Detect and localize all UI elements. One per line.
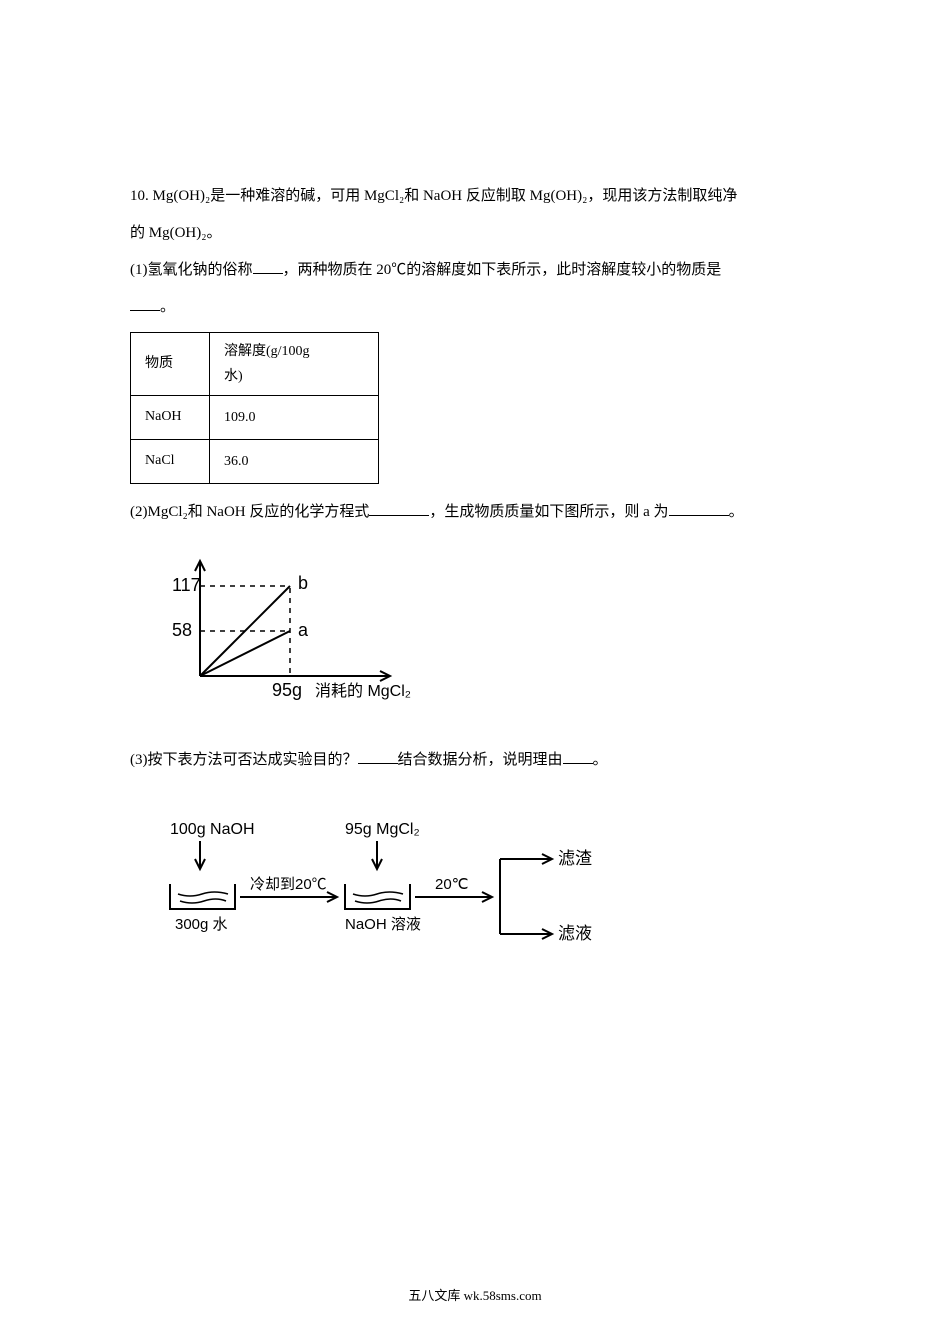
line-a — [200, 631, 290, 676]
point-b-label: b — [298, 573, 308, 593]
y-tick-117: 117 — [172, 575, 201, 595]
blank-3a — [358, 748, 398, 764]
page-footer: 五八文库 wk.58sms.com — [0, 1285, 950, 1304]
blank-2a — [369, 500, 429, 516]
blank-2b — [669, 500, 729, 516]
blank-1b — [130, 295, 160, 311]
cell-val-0: 109.0 — [210, 396, 379, 440]
part2-after: 。 — [729, 504, 744, 520]
part1-middle: ，两种物质在 20℃的溶解度如下表所示，此时溶解度较小的物质是 — [283, 262, 722, 278]
cell-val-1: 36.0 — [210, 440, 379, 484]
middle-label: NaOH 溶液 — [345, 916, 421, 933]
cell-name-0: NaOH — [131, 396, 210, 440]
q10-stem-line1: 10. Mg(OH)₂是一种难溶的碱，可用 MgCl₂和 NaOH 反应制取 M… — [130, 180, 820, 213]
table-header-row: 物质 溶解度(g/100g 水) — [131, 333, 379, 396]
x-axis-label: 消耗的 MgCl₂ — [315, 682, 411, 700]
q10-stem-line2: 的 Mg(OH)₂。 — [130, 217, 820, 250]
q10-part2: (2)MgCl₂和 NaOH 反应的化学方程式 ，生成物质质量如下图所示，则 a … — [130, 496, 820, 529]
th-sol-l2: 水) — [224, 369, 243, 384]
point-a-label: a — [298, 620, 309, 640]
cell-name-1: NaCl — [131, 440, 210, 484]
table-row: NaCl 36.0 — [131, 440, 379, 484]
part3-after: 。 — [593, 752, 608, 768]
beaker-left — [170, 884, 235, 909]
water-label: 300g 水 — [175, 916, 228, 933]
arrow1-label: 冷却到20℃ — [250, 876, 327, 893]
part1-before: (1)氢氧化钠的俗称 — [130, 262, 253, 278]
out-bottom-label: 滤液 — [558, 924, 592, 943]
page-content: 10. Mg(OH)₂是一种难溶的碱，可用 MgCl₂和 NaOH 反应制取 M… — [0, 0, 950, 972]
x-tick-label: 95g — [272, 680, 302, 700]
chart-svg: 117 58 b a 95g 消耗的 MgCl₂ — [150, 541, 430, 711]
blank-3b — [563, 748, 593, 764]
part2-middle: ，生成物质质量如下图所示，则 a 为 — [429, 504, 668, 520]
naoh-label: 100g NaOH — [170, 821, 255, 838]
q10-part1-trail: 。 — [130, 291, 820, 324]
y-tick-58: 58 — [172, 620, 192, 640]
flow-svg: 100g NaOH 300g 水 冷却到20℃ 95g MgCl₂ NaOH 溶… — [150, 789, 610, 959]
table-row: NaOH 109.0 — [131, 396, 379, 440]
part1-after: 。 — [160, 299, 175, 315]
part2-before: (2)MgCl₂和 NaOH 反应的化学方程式 — [130, 504, 369, 520]
liquid-left-2 — [180, 899, 226, 903]
mgcl2-label: 95g MgCl₂ — [345, 821, 420, 838]
beaker-mid — [345, 884, 410, 909]
th-sol-l1: 溶解度(g/100g — [224, 344, 310, 359]
out-top-label: 滤渣 — [558, 849, 592, 868]
liquid-mid-1 — [353, 892, 403, 896]
th-solubility: 溶解度(g/100g 水) — [210, 333, 379, 396]
q10-part1: (1)氢氧化钠的俗称 ，两种物质在 20℃的溶解度如下表所示，此时溶解度较小的物质… — [130, 254, 820, 287]
flow-sketch: 100g NaOH 300g 水 冷却到20℃ 95g MgCl₂ NaOH 溶… — [150, 789, 820, 972]
chart-sketch: 117 58 b a 95g 消耗的 MgCl₂ — [150, 541, 820, 724]
q10-part3: (3)按下表方法可否达成实验目的？ 结合数据分析，说明理由 。 — [130, 744, 820, 777]
solubility-table: 物质 溶解度(g/100g 水) NaOH 109.0 NaCl 36.0 — [130, 332, 379, 484]
liquid-left-1 — [178, 892, 228, 896]
liquid-mid-2 — [355, 899, 401, 903]
part3-before: (3)按下表方法可否达成实验目的？ — [130, 752, 358, 768]
blank-1a — [253, 258, 283, 274]
arrow2-label: 20℃ — [435, 876, 469, 893]
part3-middle: 结合数据分析，说明理由 — [398, 752, 563, 768]
th-substance: 物质 — [131, 333, 210, 396]
